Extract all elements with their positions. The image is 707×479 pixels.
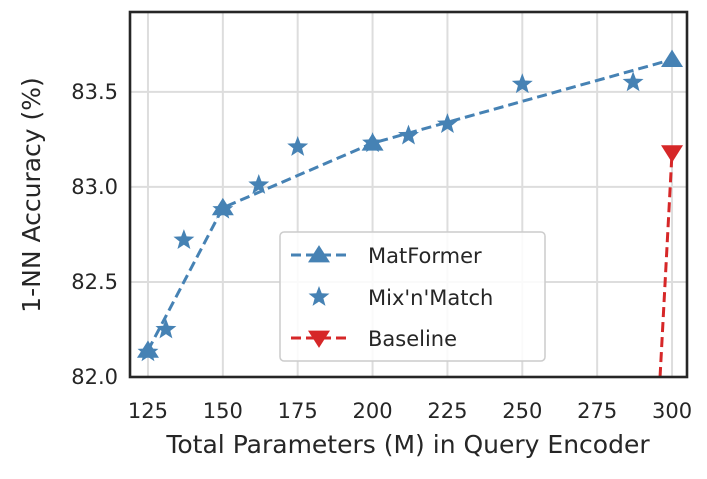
mixnmatch-point (173, 229, 195, 250)
legend-marker-triangle-down (308, 330, 330, 348)
x-tick-label: 150 (203, 399, 243, 423)
mixnmatch-point (362, 132, 384, 153)
mixnmatch-point (155, 318, 177, 339)
legend-label: Mix'n'Match (368, 286, 493, 310)
x-tick-label: 125 (128, 399, 168, 423)
legend-label: MatFormer (368, 244, 482, 268)
baseline-line (658, 152, 674, 378)
matformer-line (146, 58, 673, 352)
y-axis-label: 1-NN Accuracy (%) (17, 77, 46, 313)
baseline-point (661, 145, 684, 163)
mixnmatch-point (436, 113, 458, 134)
x-tick-label: 275 (577, 399, 617, 423)
x-tick-label: 225 (427, 399, 467, 423)
y-tick-label: 82.5 (71, 270, 118, 294)
mixnmatch-point (622, 71, 644, 92)
x-tick-label: 175 (278, 399, 318, 423)
x-tick-label: 200 (353, 399, 393, 423)
legend: MatFormer Mix'n'Match Baseline (279, 231, 546, 362)
mixnmatch-point (398, 124, 419, 145)
x-axis-label: Total Parameters (M) in Query Encoder (165, 430, 650, 459)
mixnmatch-point (212, 198, 234, 219)
mixnmatch-point (287, 135, 309, 156)
y-tick-label: 82.0 (71, 365, 118, 389)
plot-frame (128, 10, 689, 379)
x-tick-labels: 125 150 175 200 225 250 275 300 (128, 399, 692, 423)
x-tick-label: 250 (502, 399, 542, 423)
series-markers (136, 49, 684, 362)
mixnmatch-point (137, 341, 159, 362)
mixnmatch-point (511, 73, 533, 94)
y-tick-label: 83.0 (71, 175, 118, 199)
y-tick-label: 83.5 (71, 80, 118, 104)
matformer-point (661, 49, 684, 67)
x-tick-label: 300 (652, 399, 692, 423)
legend-marker-triangle-up (308, 245, 330, 263)
y-tick-labels: 82.0 82.5 83.0 83.5 (71, 80, 118, 389)
legend-marker-star (308, 286, 330, 306)
legend-box (279, 231, 546, 362)
legend-label: Baseline (368, 327, 457, 351)
mixnmatch-point (248, 173, 270, 194)
series-lines (146, 58, 674, 378)
